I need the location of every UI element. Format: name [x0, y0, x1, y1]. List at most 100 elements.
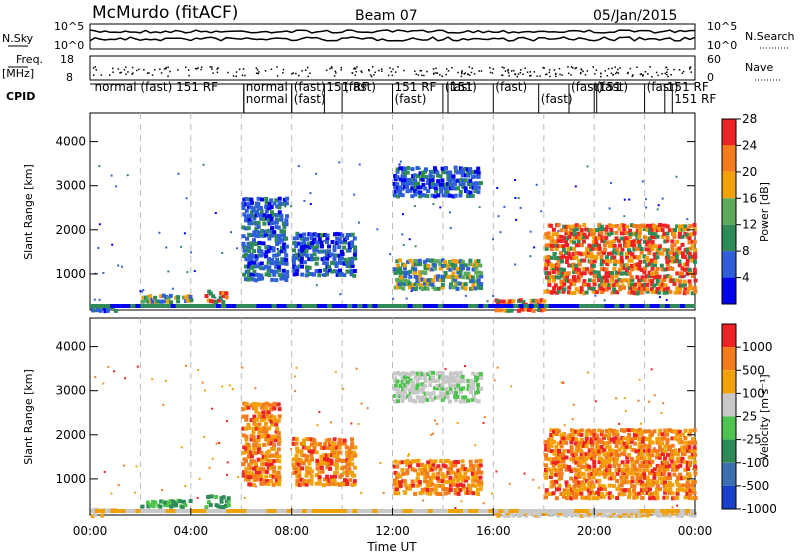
data-cell: [454, 398, 459, 403]
data-cell: [645, 242, 650, 247]
freq-dot: [304, 69, 307, 71]
data-cell: [408, 483, 413, 488]
data-cell: [272, 401, 277, 406]
scatter-point: [228, 384, 231, 387]
data-cell: [216, 298, 221, 303]
data-cell: [329, 458, 334, 463]
data-cell: [554, 496, 559, 501]
data-cell: [241, 433, 246, 438]
data-cell: [269, 478, 274, 483]
data-cell: [622, 441, 627, 446]
ground-cell: [216, 509, 222, 513]
data-cell: [590, 448, 595, 452]
data-cell: [642, 270, 647, 275]
data-cell: [662, 436, 667, 441]
data-cell: [612, 248, 617, 253]
data-cell: [448, 181, 453, 186]
data-cell: [559, 228, 564, 233]
freq-dot: [678, 69, 681, 71]
data-cell: [329, 475, 334, 479]
ground-cell: [246, 304, 252, 308]
data-cell: [436, 193, 441, 198]
data-cell: [299, 449, 304, 454]
scatter-point: [653, 447, 656, 450]
data-cell: [544, 271, 549, 276]
data-cell: [615, 432, 620, 437]
data-cell: [620, 247, 625, 252]
data-cell: [256, 220, 261, 225]
data-cell: [534, 513, 539, 518]
scatter-point: [165, 246, 168, 249]
data-cell: [342, 458, 347, 463]
freq-dot: [489, 71, 492, 74]
data-cell: [509, 511, 514, 516]
scatter-point: [650, 430, 653, 433]
data-cell: [605, 283, 610, 288]
data-cell: [276, 431, 281, 435]
data-cell: [277, 482, 281, 487]
data-cell: [301, 438, 306, 443]
freq-dot: [127, 71, 129, 73]
ground-cell: [95, 304, 101, 308]
data-cell: [604, 444, 609, 449]
data-cell: [506, 511, 510, 516]
data-cell: [460, 459, 465, 464]
data-cell: [425, 471, 430, 476]
ground-cell: [276, 509, 282, 513]
scatter-point: [225, 420, 228, 423]
data-cell: [610, 494, 615, 499]
data-cell: [625, 263, 629, 268]
data-cell: [617, 463, 622, 468]
data-cell: [592, 471, 597, 476]
colorbar-segment: [722, 462, 736, 486]
data-cell: [241, 462, 246, 467]
data-cell: [241, 414, 246, 419]
ground-cell: [563, 509, 570, 513]
freq-dot: [555, 75, 557, 78]
ground-cell: [170, 304, 176, 308]
data-cell: [509, 308, 514, 313]
colorbar-tick-label: 4: [742, 271, 750, 285]
data-cell: [420, 372, 425, 377]
freq-dot: [125, 66, 127, 68]
data-cell: [261, 405, 266, 410]
data-cell: [629, 286, 634, 291]
scatter-point: [237, 476, 240, 478]
data-cell: [635, 472, 640, 477]
data-cell: [478, 487, 483, 492]
freq-dot: [131, 73, 133, 75]
data-cell: [395, 391, 400, 396]
data-cell: [144, 295, 148, 300]
colorbar-tick-label: -100: [742, 456, 769, 470]
data-cell: [559, 282, 564, 287]
data-cell: [277, 217, 282, 222]
data-cell: [327, 264, 332, 269]
data-cell: [630, 476, 635, 480]
data-cell: [254, 228, 259, 233]
data-cell: [433, 194, 438, 199]
data-cell: [443, 263, 448, 268]
data-cell: [551, 270, 556, 275]
data-cell: [403, 483, 408, 488]
data-cell: [627, 266, 632, 271]
freq-dot: [508, 75, 510, 77]
data-cell: [334, 458, 339, 463]
scatter-point: [615, 397, 618, 400]
data-cell: [574, 472, 579, 477]
data-cell: [277, 261, 282, 266]
data-cell: [434, 189, 439, 194]
x-axis: 00:00 04:00 08:00 12:00 16:00 20:00 00:00: [73, 508, 712, 538]
data-cell: [576, 278, 581, 283]
data-cell: [546, 259, 551, 264]
data-cell: [476, 170, 481, 175]
ground-cell: [498, 304, 504, 308]
data-cell: [548, 262, 553, 267]
data-cell: [499, 299, 504, 304]
freq-dot: [307, 66, 309, 69]
data-cell: [440, 472, 445, 477]
data-cell: [221, 291, 226, 295]
data-cell: [453, 178, 458, 183]
data-cell: [634, 449, 639, 454]
data-cell: [549, 484, 554, 489]
scatter-point: [645, 206, 648, 209]
